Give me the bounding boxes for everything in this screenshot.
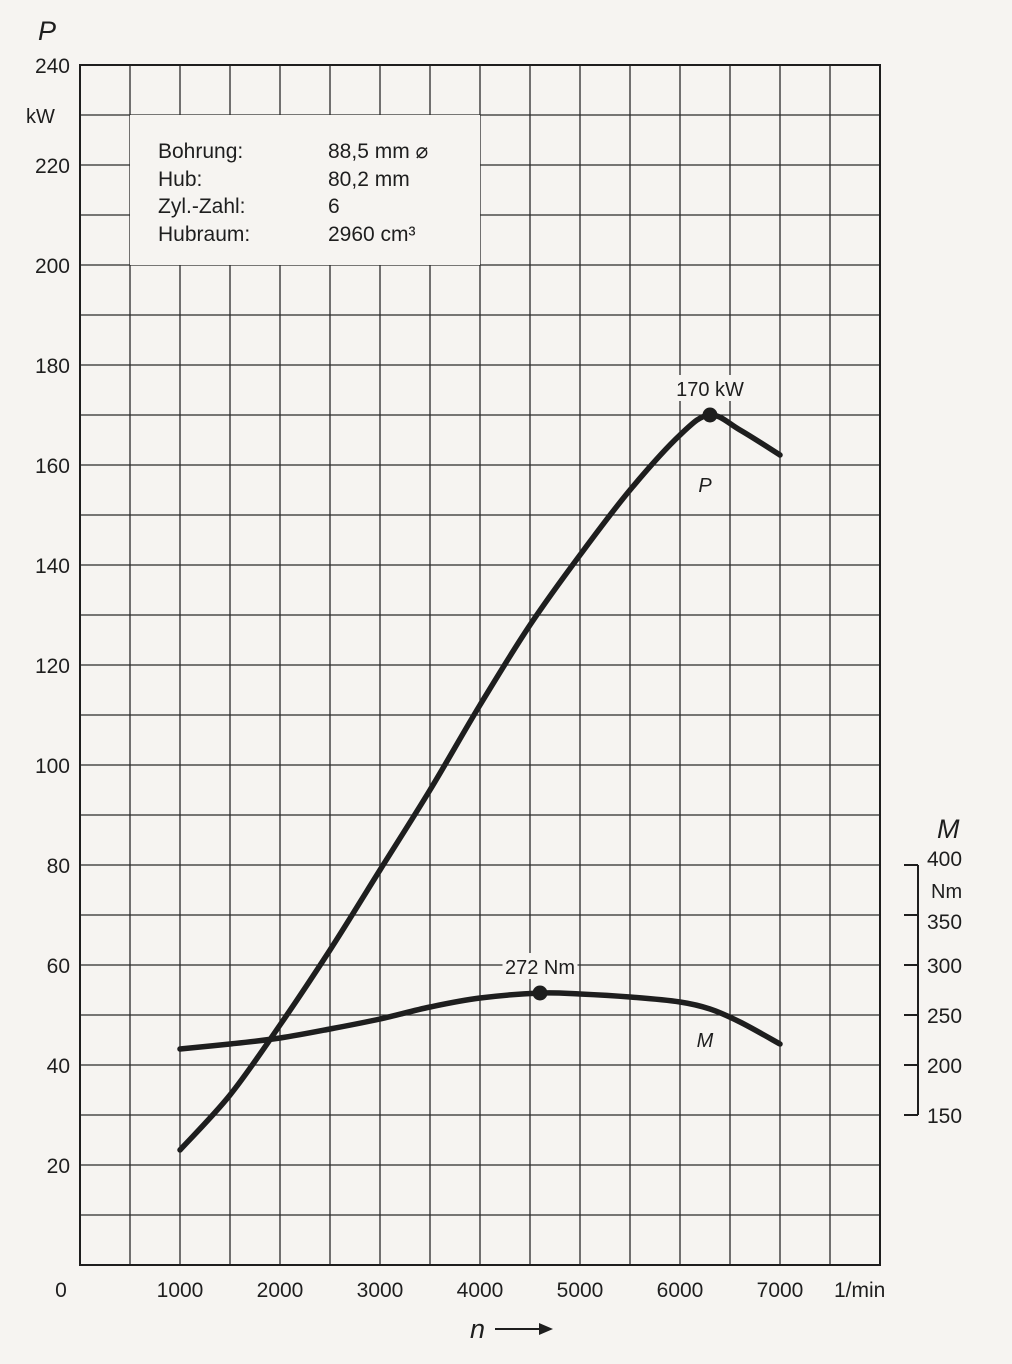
- x-tick-label: 1000: [157, 1279, 204, 1302]
- x-axis-title: n: [470, 1314, 485, 1344]
- y-tick-label: 140: [35, 555, 70, 578]
- y-tick-label: 60: [47, 955, 70, 978]
- spec-value-stroke: 80,2 mm: [328, 168, 410, 191]
- spec-key-cylinders: Zyl.-Zahl:: [158, 195, 246, 218]
- y-tick-label: 200: [35, 255, 70, 278]
- series-M-line: [177, 990, 783, 1052]
- torque-tick-label: 350: [927, 911, 962, 934]
- spec-value-displacement: 2960 cm³: [328, 223, 416, 246]
- x-axis-unit: 1/min: [834, 1279, 885, 1302]
- peak-label: 272 Nm: [505, 957, 575, 979]
- y-tick-label: 240: [35, 55, 70, 78]
- y-axis-unit: kW: [26, 106, 55, 128]
- y-tick-label: 100: [35, 755, 70, 778]
- y-axis-ticks: 20 40 60 80 100 120 140 160 180 200 220 240: [35, 55, 70, 1178]
- y-tick-label: 120: [35, 655, 70, 678]
- x-tick-label: 7000: [757, 1279, 804, 1302]
- x-tick-label: 5000: [557, 1279, 604, 1302]
- annotations-layer: 170 kW 272 Nm P M: [502, 375, 748, 1053]
- torque-tick-label: 300: [927, 955, 962, 978]
- peak-marker: [702, 407, 718, 423]
- spec-value-bore: 88,5 mm ⌀: [328, 140, 428, 163]
- x-tick-label: 4000: [457, 1279, 504, 1302]
- x-tick-label: 3000: [357, 1279, 404, 1302]
- y2-axis-title: M: [937, 814, 960, 844]
- y-tick-label: 20: [47, 1155, 70, 1178]
- spec-key-stroke: Hub:: [158, 168, 202, 191]
- peak-label: 170 kW: [676, 379, 744, 401]
- y-tick-label: 180: [35, 355, 70, 378]
- x-axis-ticks: 0 1000 2000 3000 4000 5000 6000 7000: [55, 1279, 803, 1302]
- series-layer: [177, 412, 783, 1153]
- y-axis-title: P: [38, 16, 56, 46]
- spec-box: Bohrung: 88,5 mm ⌀ Hub: 80,2 mm Zyl.-Zah…: [130, 115, 480, 265]
- series-label-background: [690, 1025, 720, 1053]
- torque-tick-label: 150: [927, 1105, 962, 1128]
- plot-frame: [79, 64, 881, 1266]
- series-label: M: [697, 1030, 714, 1052]
- spec-key-bore: Bohrung:: [158, 140, 243, 163]
- series-label-background: [690, 470, 720, 498]
- spec-key-displacement: Hubraum:: [158, 223, 250, 246]
- spec-value-cylinders: 6: [328, 195, 340, 218]
- x-axis-arrow-icon: [495, 1323, 553, 1335]
- y-tick-label: 40: [47, 1055, 70, 1078]
- x-tick-label: 0: [55, 1279, 67, 1302]
- y2-axis-unit: Nm: [931, 881, 962, 903]
- spec-box-background: [130, 115, 480, 265]
- x-tick-label: 2000: [257, 1279, 304, 1302]
- y-tick-label: 80: [47, 855, 70, 878]
- torque-tick-label: 250: [927, 1005, 962, 1028]
- series-label: P: [698, 475, 712, 497]
- torque-tick-label: 200: [927, 1055, 962, 1078]
- peak-marker: [532, 985, 548, 1001]
- torque-tick-label: 400: [927, 848, 962, 871]
- torque-axis: 150 200 250 300 350 400: [904, 848, 962, 1128]
- y-tick-label: 160: [35, 455, 70, 478]
- peak-label-background: [672, 375, 748, 401]
- y-tick-label: 220: [35, 155, 70, 178]
- series-P-line: [177, 412, 783, 1153]
- x-tick-label: 6000: [657, 1279, 704, 1302]
- peak-label-background: [502, 953, 578, 979]
